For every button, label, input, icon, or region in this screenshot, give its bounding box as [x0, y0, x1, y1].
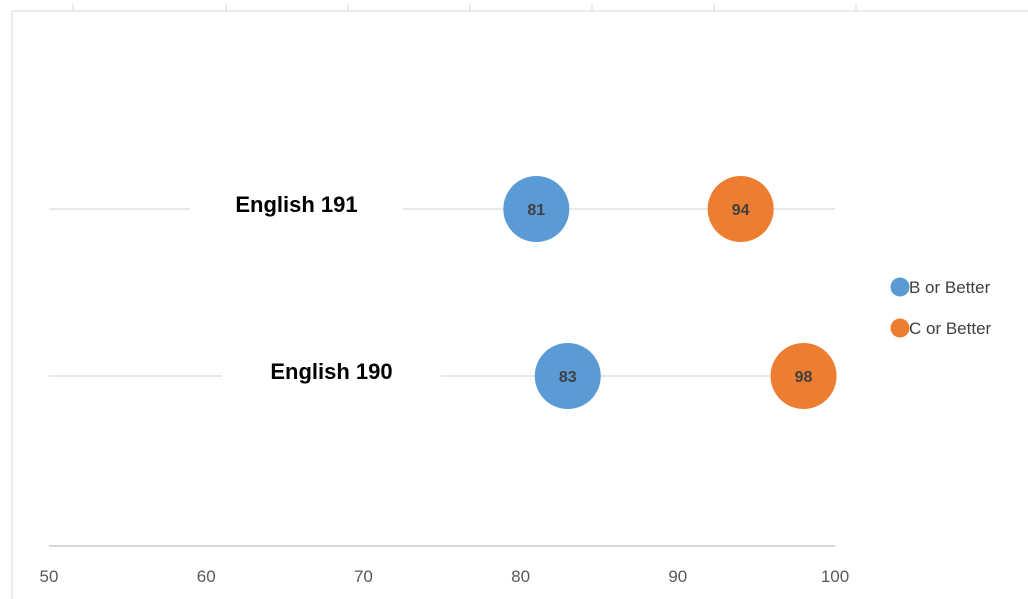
data-label: 98	[795, 369, 813, 386]
data-label: 94	[732, 202, 750, 219]
data-label: 83	[559, 369, 577, 386]
x-axis: 50 60 70 80 90 100	[40, 545, 849, 586]
data-points: 81 83 94 98	[503, 176, 837, 409]
legend-marker	[890, 277, 910, 297]
category-gridlines	[49, 208, 835, 377]
data-label: 81	[527, 202, 545, 219]
category-labels: English 191 English 190	[235, 192, 392, 384]
x-tick-label: 50	[40, 567, 59, 586]
bubble-point	[503, 176, 570, 242]
x-tick-label: 100	[821, 567, 849, 586]
category-label: English 191	[235, 192, 357, 217]
bubble-point	[534, 343, 601, 409]
bubble-point	[707, 176, 774, 242]
legend-entry-label: B or Better	[909, 278, 991, 297]
x-tick-label: 90	[668, 567, 687, 586]
x-tick-label: 60	[197, 567, 216, 586]
legend-marker	[890, 318, 910, 338]
x-tick-label: 70	[354, 567, 373, 586]
bubble-point	[770, 343, 837, 409]
chart-frame	[11, 4, 1028, 599]
legend-entry-label: C or Better	[909, 319, 992, 338]
x-tick-label: 80	[511, 567, 530, 586]
legend: B or Better C or Better	[890, 277, 992, 338]
category-label: English 190	[270, 359, 392, 384]
